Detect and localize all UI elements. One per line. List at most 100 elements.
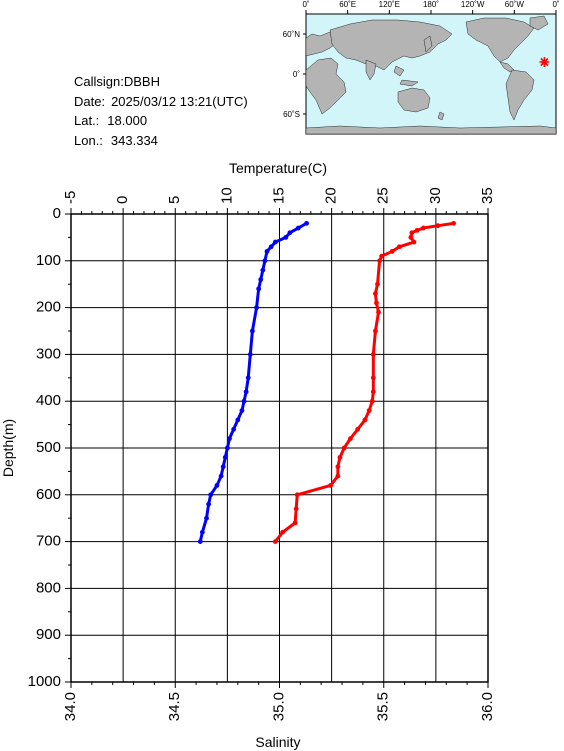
lat-value: 18.000 bbox=[107, 113, 148, 128]
temperature-point bbox=[370, 352, 376, 357]
salinity-point bbox=[227, 436, 232, 442]
date-label: Date: bbox=[74, 93, 106, 109]
map-lon-label: 120˚E bbox=[379, 0, 400, 9]
temperature-point bbox=[435, 223, 441, 229]
salinity-point bbox=[208, 492, 214, 498]
salinity-point bbox=[218, 473, 224, 479]
map-position-marker bbox=[539, 57, 550, 67]
temperature-point bbox=[409, 230, 415, 236]
lon-value: 343.334 bbox=[110, 132, 158, 148]
temperature-point bbox=[414, 227, 420, 233]
salinity-profile-line bbox=[198, 221, 309, 544]
salinity-point bbox=[260, 267, 266, 273]
salinity-point bbox=[249, 328, 255, 334]
map-frame-ticks bbox=[303, 10, 557, 115]
temperature-point bbox=[272, 539, 278, 544]
salinity-point bbox=[199, 529, 205, 535]
temp-tick-label: 5 bbox=[166, 196, 183, 204]
map-lat-label: 60˚S bbox=[283, 110, 300, 119]
depth-tick-label: 0 bbox=[53, 205, 61, 222]
depth-tick-label: 700 bbox=[36, 533, 61, 550]
chart-series bbox=[197, 220, 456, 544]
map-lat-label: 60˚N bbox=[283, 30, 301, 39]
chart-axes bbox=[65, 208, 489, 688]
temp-tick-label: 10 bbox=[218, 187, 235, 204]
temperature-point bbox=[366, 408, 372, 413]
map-land bbox=[305, 15, 557, 135]
salinity-point bbox=[287, 230, 293, 236]
salinity-point bbox=[247, 352, 253, 357]
lon-row: Lon.: 343.334 bbox=[74, 131, 248, 151]
depth-tick-label: 600 bbox=[36, 486, 61, 503]
date-row: Date: 2025/03/12 13:21(UTC) bbox=[74, 92, 248, 112]
map-lon-label: 60˚E bbox=[339, 0, 356, 9]
salinity-point bbox=[254, 305, 259, 310]
temperature-point bbox=[375, 281, 380, 287]
temperature-point bbox=[355, 426, 361, 432]
temperature-axis-label: Temperature(C) bbox=[229, 160, 327, 176]
map-lat-label: 0˚ bbox=[293, 70, 300, 79]
map-lon-label: 0˚ bbox=[302, 0, 309, 9]
salinity-point bbox=[304, 220, 310, 226]
temperature-point bbox=[420, 225, 426, 231]
map-lon-label: 180˚ bbox=[423, 0, 439, 9]
salinity-point bbox=[268, 244, 274, 250]
salinity-point bbox=[222, 454, 228, 460]
salinity-point bbox=[241, 398, 247, 404]
temperature-point bbox=[376, 309, 381, 315]
temperature-profile-line bbox=[273, 221, 456, 544]
temperature-point bbox=[369, 398, 375, 404]
temperature-point bbox=[347, 436, 353, 442]
temp-tick-label: 25 bbox=[375, 187, 392, 204]
salinity-tick-label: 34.0 bbox=[62, 692, 79, 721]
temperature-point bbox=[293, 506, 299, 512]
temperature-point bbox=[396, 244, 402, 250]
temp-tick-label: 30 bbox=[427, 187, 444, 204]
temperature-point bbox=[337, 454, 343, 460]
salinity-point bbox=[224, 445, 230, 451]
temperature-point bbox=[341, 445, 347, 451]
salinity-point bbox=[262, 258, 268, 264]
lat-row: Lat.: 18.000 bbox=[74, 111, 248, 131]
map-lon-label: 60˚W bbox=[505, 0, 525, 9]
temperature-point bbox=[389, 249, 395, 254]
station-info: Callsign:DBBH Date: 2025/03/12 13:21(UTC)… bbox=[74, 72, 248, 150]
depth-tick-label: 100 bbox=[36, 252, 61, 269]
depth-axis-label: Depth(m) bbox=[0, 419, 16, 477]
temperature-point bbox=[411, 239, 417, 245]
station-marker-star-icon bbox=[539, 57, 550, 67]
callsign-row: Callsign:DBBH bbox=[74, 72, 248, 92]
depth-tick-labels: 0 100 200 300 400 500 600 700 800 900 1000 bbox=[28, 205, 61, 690]
salinity-point bbox=[220, 464, 226, 470]
temperature-point bbox=[377, 258, 382, 264]
temperature-point bbox=[280, 529, 286, 535]
salinity-point bbox=[258, 277, 264, 282]
lon-label: Lon.: bbox=[74, 132, 103, 148]
salinity-point bbox=[204, 515, 209, 521]
temperature-point bbox=[292, 520, 298, 526]
date-value: 2025/03/12 13:21(UTC) bbox=[111, 93, 248, 109]
temperature-point bbox=[328, 483, 333, 488]
salinity-point bbox=[197, 539, 203, 544]
salinity-point bbox=[214, 483, 220, 488]
temperature-point bbox=[370, 389, 376, 395]
callsign-value: DBBH bbox=[123, 74, 160, 89]
temperature-point bbox=[370, 375, 376, 381]
map-lon-label: 0˚ bbox=[552, 0, 559, 9]
callsign-label: Callsign: bbox=[74, 74, 124, 89]
temperature-point bbox=[294, 492, 300, 498]
salinity-point bbox=[283, 235, 289, 240]
temperature-point bbox=[379, 253, 385, 259]
temp-tick-label: 35 bbox=[479, 187, 496, 204]
temp-tick-label: 0 bbox=[114, 196, 131, 204]
salinity-point bbox=[206, 501, 212, 507]
depth-tick-label: 800 bbox=[36, 579, 61, 596]
temperature-point bbox=[335, 464, 341, 470]
depth-tick-label: 300 bbox=[36, 345, 61, 362]
chart-grid bbox=[70, 213, 489, 683]
salinity-point bbox=[231, 426, 237, 432]
temperature-tick-labels: -5 0 5 10 15 20 25 30 35 bbox=[62, 187, 496, 204]
temperature-point bbox=[408, 235, 414, 240]
temperature-point bbox=[373, 291, 378, 296]
